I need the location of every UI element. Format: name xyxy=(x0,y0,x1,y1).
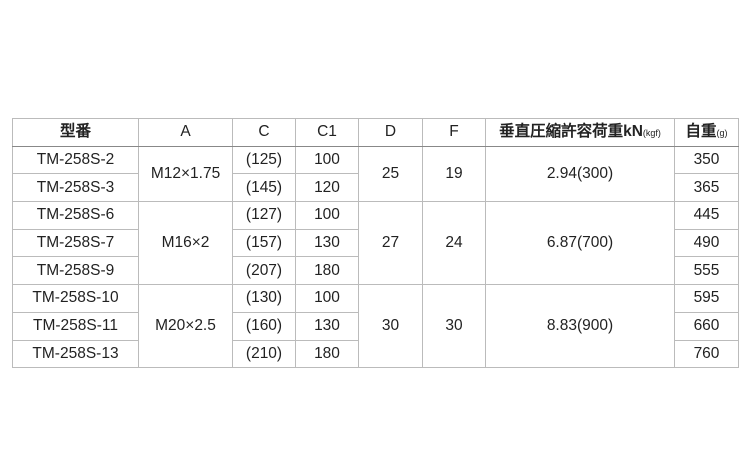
cell-c: (157) xyxy=(232,228,296,258)
header-weight: 自重(g) xyxy=(674,118,739,147)
cell-model: TM-258S-6 xyxy=(12,201,139,230)
cell-weight: 365 xyxy=(674,173,739,203)
cell-d: 30 xyxy=(358,284,423,369)
table-row: TM-258S-13 (210) 180 760 xyxy=(12,339,739,369)
table-row: TM-258S-6 M16×2 (127) 100 27 24 6.87(700) 445 xyxy=(12,201,739,286)
cell-c1: 180 xyxy=(295,256,359,286)
cell-c: (125) xyxy=(232,145,296,175)
cell-d: 25 xyxy=(358,145,423,203)
cell-weight: 760 xyxy=(674,339,739,369)
cell-c1: 130 xyxy=(295,228,359,258)
cell-model: TM-258S-11 xyxy=(12,311,139,341)
cell-c1: 180 xyxy=(295,339,359,369)
header-f: F xyxy=(422,118,486,147)
cell-weight: 350 xyxy=(674,145,739,175)
cell-a: M12×1.75 xyxy=(138,145,233,203)
cell-c1: 100 xyxy=(295,201,359,230)
table-row: TM-258S-11 (160) 130 660 xyxy=(12,311,739,341)
header-weight-unit: (g) xyxy=(716,127,728,138)
cell-model: TM-258S-3 xyxy=(12,173,139,203)
cell-weight: 595 xyxy=(674,284,739,313)
cell-c: (207) xyxy=(232,256,296,286)
cell-f: 19 xyxy=(422,145,486,203)
header-model: 型番 xyxy=(12,118,139,147)
cell-c1: 120 xyxy=(295,173,359,203)
spec-table: 型番 A C C1 D F 垂直圧縮許容荷重kN(kgf) 自重(g) TM-2… xyxy=(12,118,739,369)
cell-c1: 100 xyxy=(295,145,359,175)
header-row: 型番 A C C1 D F 垂直圧縮許容荷重kN(kgf) 自重(g) xyxy=(12,118,739,147)
cell-model: TM-258S-2 xyxy=(12,145,139,175)
cell-weight: 555 xyxy=(674,256,739,286)
cell-c: (145) xyxy=(232,173,296,203)
header-d: D xyxy=(358,118,423,147)
cell-weight: 445 xyxy=(674,201,739,230)
cell-model: TM-258S-7 xyxy=(12,228,139,258)
header-load-label: 垂直圧縮許容荷重kN xyxy=(499,122,643,140)
cell-c1: 100 xyxy=(295,284,359,313)
table-row: TM-258S-3 (145) 120 365 xyxy=(12,173,739,203)
cell-model: TM-258S-9 xyxy=(12,256,139,286)
cell-c: (130) xyxy=(232,284,296,313)
cell-weight: 490 xyxy=(674,228,739,258)
cell-a: M20×2.5 xyxy=(138,284,233,369)
cell-f: 24 xyxy=(422,201,486,286)
cell-f: 30 xyxy=(422,284,486,369)
cell-c: (160) xyxy=(232,311,296,341)
table-row: TM-258S-10 M20×2.5 (130) 100 30 30 8.83(900) 59… xyxy=(12,284,739,369)
header-c: C xyxy=(232,118,296,147)
header-load: 垂直圧縮許容荷重kN(kgf) xyxy=(485,118,675,147)
cell-c: (210) xyxy=(232,339,296,369)
cell-load: 6.87(700) xyxy=(485,201,675,286)
cell-c1: 130 xyxy=(295,311,359,341)
table-row: TM-258S-7 (157) 130 490 xyxy=(12,228,739,258)
cell-weight: 660 xyxy=(674,311,739,341)
header-a: A xyxy=(138,118,233,147)
cell-model: TM-258S-10 xyxy=(12,284,139,313)
cell-load: 2.94(300) xyxy=(485,145,675,203)
cell-load: 8.83(900) xyxy=(485,284,675,369)
cell-c: (127) xyxy=(232,201,296,230)
table-row: TM-258S-9 (207) 180 555 xyxy=(12,256,739,286)
header-weight-label: 自重 xyxy=(685,122,717,140)
header-c1: C1 xyxy=(295,118,359,147)
header-load-unit: (kgf) xyxy=(642,127,661,138)
cell-a: M16×2 xyxy=(138,201,233,286)
cell-model: TM-258S-13 xyxy=(12,339,139,369)
cell-d: 27 xyxy=(358,201,423,286)
table-row: TM-258S-2 M12×1.75 (125) 100 25 19 2.94(300) 35… xyxy=(12,145,739,203)
